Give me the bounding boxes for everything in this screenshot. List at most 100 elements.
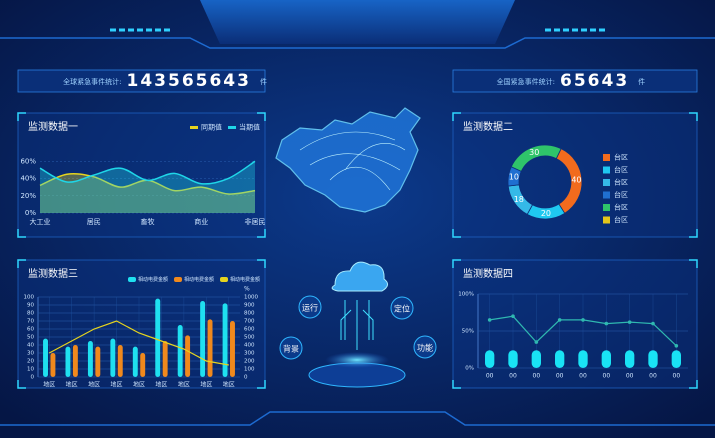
legend-label: 相动电费金额: [184, 276, 214, 283]
legend-label: 相动电费金额: [230, 276, 260, 283]
y-tick-label: 10: [27, 367, 34, 373]
x-tick-label: 地区: [133, 381, 145, 389]
stat-boxes: [17, 69, 698, 93]
legend-label: 相动电费金额: [138, 276, 168, 283]
legend-label: 台区: [614, 165, 628, 174]
bar: [485, 350, 495, 368]
bar: [155, 298, 161, 377]
chart-title: 监测数据二: [463, 120, 513, 133]
y-tick-label: 20: [27, 359, 34, 365]
y-tick-label: 70: [27, 319, 34, 325]
x-tick-label: 地区: [88, 381, 100, 389]
y2-tick-label: 800: [244, 311, 255, 317]
chart-title: 监测数据四: [463, 267, 513, 280]
y2-tick-label: 0: [244, 375, 248, 381]
bar: [200, 301, 206, 377]
bar: [207, 319, 213, 377]
y2-tick-label: 500: [244, 335, 255, 341]
y2-tick-label: 700: [244, 319, 255, 325]
line-point: [487, 318, 492, 322]
bar: [43, 338, 48, 377]
y-tick-label: 60%: [20, 157, 36, 165]
y2-tick-label: 400: [244, 343, 255, 349]
chart-title: 监测数据三: [28, 267, 78, 280]
stat-value: 143565643: [127, 71, 251, 91]
bar: [230, 321, 235, 377]
legend-swatch: [190, 126, 198, 129]
x-tick-label: 大工业: [30, 217, 51, 226]
x-tick-label: 地区: [200, 381, 212, 389]
y-tick-label: 0%: [25, 209, 36, 217]
x-tick-label: 00: [649, 373, 657, 380]
y-tick-label: 20%: [20, 192, 36, 200]
y2-axis-label: %: [244, 286, 250, 293]
data-label: 40: [571, 176, 581, 185]
bar: [177, 325, 183, 377]
y-tick-label: 100: [24, 295, 35, 301]
panel: [452, 259, 698, 389]
line-point: [651, 321, 655, 326]
legend-label: 台区: [614, 203, 628, 212]
bar: [65, 346, 71, 377]
bar: [601, 350, 611, 368]
bar: [162, 341, 168, 377]
bar: [578, 350, 588, 368]
y2-tick-label: 300: [244, 351, 255, 357]
bar: [555, 350, 565, 368]
y-tick-label: 0%: [465, 366, 474, 372]
x-tick-label: 地区: [66, 381, 78, 389]
series-line: [39, 160, 256, 185]
legend-swatch: [128, 277, 136, 282]
line-point: [581, 318, 585, 322]
data-label: 18: [514, 195, 524, 204]
series-line: [48, 320, 229, 366]
bar: [132, 346, 138, 377]
y2-tick-label: 600: [244, 327, 255, 333]
legend-swatch: [603, 216, 610, 224]
x-tick-label: 地区: [43, 381, 55, 389]
y-tick-label: 60: [27, 327, 34, 333]
line-point: [674, 344, 679, 348]
y-tick-label: 40: [27, 343, 34, 349]
legend-swatch: [603, 154, 610, 161]
legend-swatch: [174, 277, 182, 282]
y2-tick-label: 200: [244, 359, 255, 365]
panel-corners: [17, 112, 266, 238]
bar: [95, 346, 101, 377]
bar: [87, 341, 93, 377]
legend-swatch: [228, 126, 236, 129]
data-label: 20: [541, 209, 551, 218]
legend-label: 台区: [614, 215, 628, 224]
x-tick-label: 00: [579, 373, 587, 380]
panel-corners: [17, 259, 266, 389]
feature-label: 功能: [417, 343, 433, 353]
stat-label: 全国紧急事件统计:: [497, 77, 555, 86]
y-tick-label: 50%: [462, 329, 474, 335]
x-tick-label: 畜牧: [141, 217, 155, 226]
bar: [72, 345, 78, 377]
x-tick-label: 地区: [223, 381, 235, 389]
legend-swatch: [220, 277, 228, 282]
line-point: [627, 320, 632, 324]
x-tick-label: 地区: [178, 381, 190, 389]
legend-swatch: [603, 204, 610, 211]
legend-label: 同期值: [201, 123, 222, 132]
header-decoration: [0, 0, 715, 426]
x-tick-label: 地区: [155, 381, 167, 389]
feature-label: 背景: [283, 344, 299, 354]
y-tick-label: 50: [27, 335, 34, 341]
x-tick-label: 非居民: [245, 217, 266, 226]
x-tick-label: 00: [509, 373, 517, 380]
y2-tick-label: 1000: [244, 295, 258, 301]
x-tick-label: 00: [673, 373, 681, 380]
bar: [508, 350, 518, 368]
bar: [50, 353, 56, 377]
bar: [625, 350, 635, 368]
area-fill: [40, 173, 255, 213]
feature-label: 定位: [394, 304, 410, 314]
legend-label: 台区: [614, 153, 628, 162]
bar: [648, 350, 658, 368]
bar: [531, 350, 541, 368]
y2-tick-label: 900: [244, 303, 255, 309]
panel-corners: [452, 259, 698, 389]
